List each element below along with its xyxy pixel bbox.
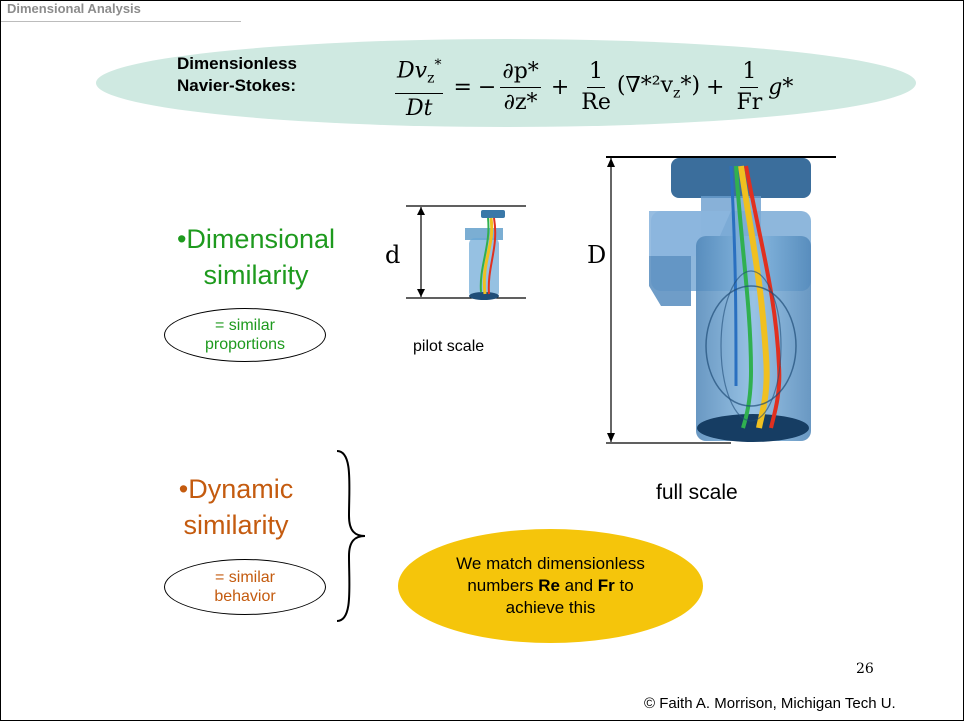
equation-label-line1: Dimensionless	[177, 54, 297, 73]
pilot-dimension-lines	[406, 205, 526, 299]
navier-stokes-equation: Dvz* Dt = − ∂p* ∂z* + 1 Re (∇*²vz*) + 1 …	[391, 47, 793, 127]
copyright: © Faith A. Morrison, Michigan Tech U.	[644, 695, 896, 712]
proportions-note: = similar proportions	[164, 308, 326, 362]
pressure-denominator: ∂z*	[503, 89, 538, 115]
header-divider	[1, 21, 241, 22]
full-scale-caption: full scale	[656, 481, 738, 504]
pressure-term: ∂p* ∂z*	[500, 57, 541, 118]
lhs-numerator: Dv	[397, 57, 428, 83]
pilot-tank-image	[465, 210, 505, 300]
full-dimension-lines	[606, 156, 836, 444]
lhs-superscript: *	[434, 56, 442, 73]
lhs-denominator: Dt	[405, 96, 433, 122]
curly-brace	[336, 450, 366, 622]
froude-number: Fr	[736, 89, 763, 115]
lhs-subscript: z	[427, 70, 435, 87]
equals-sign: =	[453, 74, 472, 100]
full-dimension-label: D	[587, 241, 607, 269]
behavior-note: = similar behavior	[164, 559, 326, 615]
page-number: 26	[856, 661, 874, 677]
equation-banner	[96, 39, 916, 127]
pilot-scale-caption: pilot scale	[413, 338, 485, 355]
full-tank-image	[649, 158, 811, 442]
pilot-dimension-label: d	[385, 241, 401, 269]
froude-fraction: 1 Fr	[734, 57, 764, 118]
equation-label: Dimensionless Navier-Stokes:	[177, 53, 337, 97]
section-title: Dimensional Analysis	[7, 1, 141, 16]
reynolds-label: Re	[538, 576, 560, 595]
dimensional-similarity-bullet: •Dimensional similarity	[176, 224, 336, 290]
gravity-term: g*	[768, 74, 794, 100]
lhs-fraction: Dvz* Dt	[395, 50, 444, 125]
plus-sign-2: +	[706, 74, 725, 100]
dynamic-similarity-bullet: •Dynamic similarity	[178, 474, 294, 540]
viscous-term: (∇*²vz*)	[616, 72, 701, 102]
equation-label-line2: Navier-Stokes:	[177, 76, 297, 95]
pressure-numerator: ∂p*	[500, 57, 541, 88]
reynolds-fraction: 1 Re	[579, 57, 613, 118]
minus-sign: −	[477, 74, 497, 100]
froude-label: Fr	[597, 576, 615, 595]
plus-sign: +	[550, 74, 570, 100]
reynolds-number: Re	[581, 89, 611, 115]
summary-callout: We match dimensionless numbers Re and Fr…	[398, 529, 703, 643]
